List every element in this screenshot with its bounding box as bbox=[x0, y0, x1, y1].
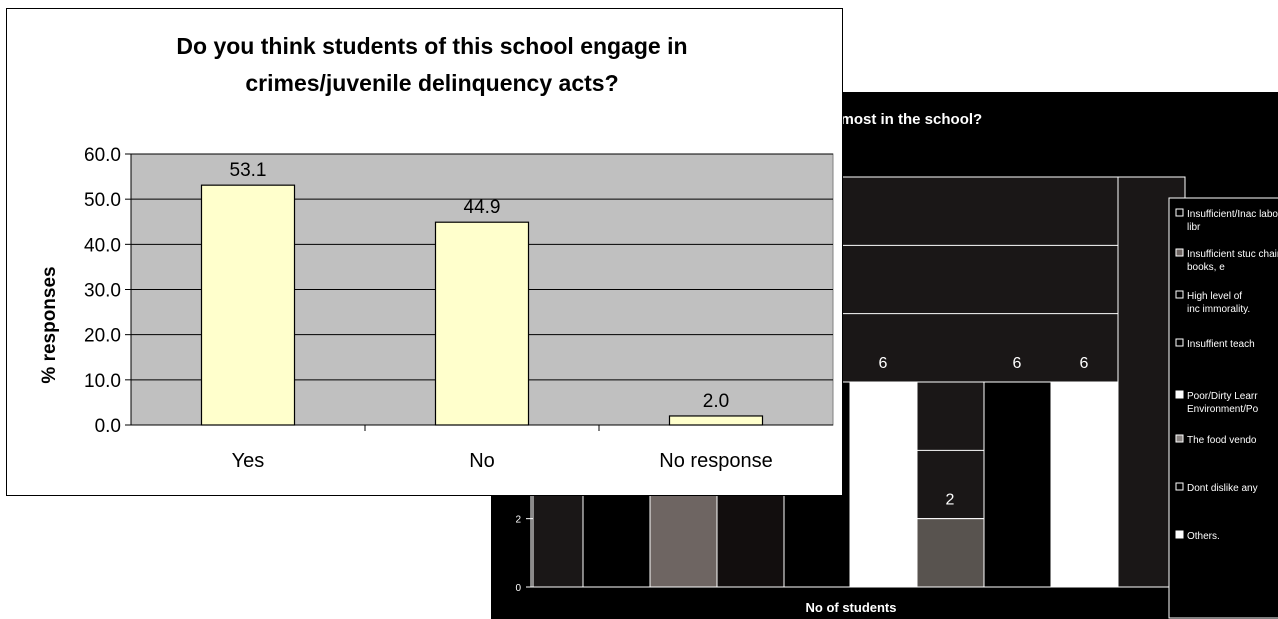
y-tick-label: 20.0 bbox=[84, 326, 121, 347]
background-x-axis-label: No of students bbox=[806, 600, 897, 615]
background-y-tick-label: 0 bbox=[515, 583, 521, 594]
background-y-tick-label: 2 bbox=[515, 515, 521, 526]
data-label: 44.9 bbox=[464, 197, 501, 218]
background-legend-label-line: books, e bbox=[1187, 262, 1225, 273]
chart-title-line-1: Do you think students of this school eng… bbox=[176, 33, 687, 59]
background-legend-swatch bbox=[1175, 530, 1184, 539]
background-legend-label: Insufficient stuc chairs, books, e bbox=[1187, 249, 1278, 273]
x-tick-label: No bbox=[469, 450, 495, 472]
background-legend-label-line: Insufficient/Inac laboratories, bbox=[1187, 209, 1278, 220]
x-tick-label: No response bbox=[659, 450, 772, 472]
background-legend-label-line: Poor/Dirty Learr bbox=[1187, 391, 1258, 402]
background-legend-swatch bbox=[1175, 208, 1184, 217]
background-legend-label-line: Insufficient stuc chairs, bbox=[1187, 249, 1278, 260]
chart-title-line-2: crimes/juvenile delinquency acts? bbox=[245, 70, 618, 96]
background-legend-label: Dont dislike any bbox=[1187, 483, 1258, 494]
y-tick-label: 60.0 bbox=[84, 145, 121, 166]
background-legend-label-line: inc immorality. bbox=[1187, 304, 1250, 315]
front-chart: Do you think students of this school eng… bbox=[6, 8, 843, 496]
background-legend-label: High level of inc immorality. bbox=[1187, 291, 1250, 315]
background-legend-label-line: Insuffient teach bbox=[1187, 339, 1255, 350]
background-legend-label-line: Dont dislike any bbox=[1187, 483, 1258, 494]
background-chart-title: e most in the school? bbox=[828, 111, 982, 128]
background-bar bbox=[849, 381, 918, 588]
background-legend-label-line: libr bbox=[1187, 222, 1201, 233]
y-tick-label: 10.0 bbox=[84, 371, 121, 392]
front-chart-svg: Do you think students of this school eng… bbox=[39, 33, 834, 472]
y-axis-label: % responses bbox=[39, 266, 60, 383]
bar bbox=[200, 184, 296, 426]
background-data-label: 2 bbox=[946, 492, 955, 509]
background-bar bbox=[916, 518, 985, 588]
background-legend-label: Insuffient teach bbox=[1187, 339, 1255, 350]
background-legend-swatch bbox=[1175, 290, 1184, 299]
background-legend-label: Poor/Dirty Learr Environment/Po bbox=[1187, 391, 1259, 415]
background-legend-swatch bbox=[1175, 482, 1184, 491]
background-legend-label-line: The food vendo bbox=[1187, 435, 1257, 446]
background-legend-label: The food vendo bbox=[1187, 435, 1257, 446]
background-legend-swatch bbox=[1175, 338, 1184, 347]
plot-area: 0.0 10.0 20.0 30.0 40.0 50.0 60.0 53.1 Yes 44.9 No… bbox=[84, 145, 834, 472]
background-legend-label-line: Environment/Po bbox=[1187, 404, 1259, 415]
background-legend: Insufficient/Inac laboratories,librInsuf… bbox=[1168, 197, 1278, 619]
background-bar bbox=[983, 381, 1052, 588]
y-tick-label: 0.0 bbox=[95, 416, 121, 437]
y-tick-label: 50.0 bbox=[84, 190, 121, 211]
background-legend-box bbox=[1168, 197, 1278, 619]
data-label: 53.1 bbox=[230, 160, 267, 181]
background-legend-label: Insufficient/Inac laboratories, libr bbox=[1187, 209, 1278, 233]
bar bbox=[434, 221, 530, 426]
background-legend-swatch bbox=[1175, 248, 1184, 257]
background-legend-label-line: High level of bbox=[1187, 291, 1242, 302]
y-tick-label: 30.0 bbox=[84, 281, 121, 302]
data-label: 2.0 bbox=[703, 391, 729, 412]
background-legend-swatch bbox=[1175, 390, 1184, 399]
y-tick-label: 40.0 bbox=[84, 235, 121, 256]
x-tick-label: Yes bbox=[232, 450, 265, 472]
background-legend-swatch bbox=[1175, 434, 1184, 443]
background-bar bbox=[1050, 381, 1119, 588]
background-legend-label: Others. bbox=[1187, 531, 1220, 542]
background-data-label: 6 bbox=[879, 355, 888, 372]
bar bbox=[668, 415, 764, 426]
background-legend-label-line: Others. bbox=[1187, 531, 1220, 542]
background-data-label: 6 bbox=[1013, 355, 1022, 372]
background-data-label: 6 bbox=[1080, 355, 1089, 372]
